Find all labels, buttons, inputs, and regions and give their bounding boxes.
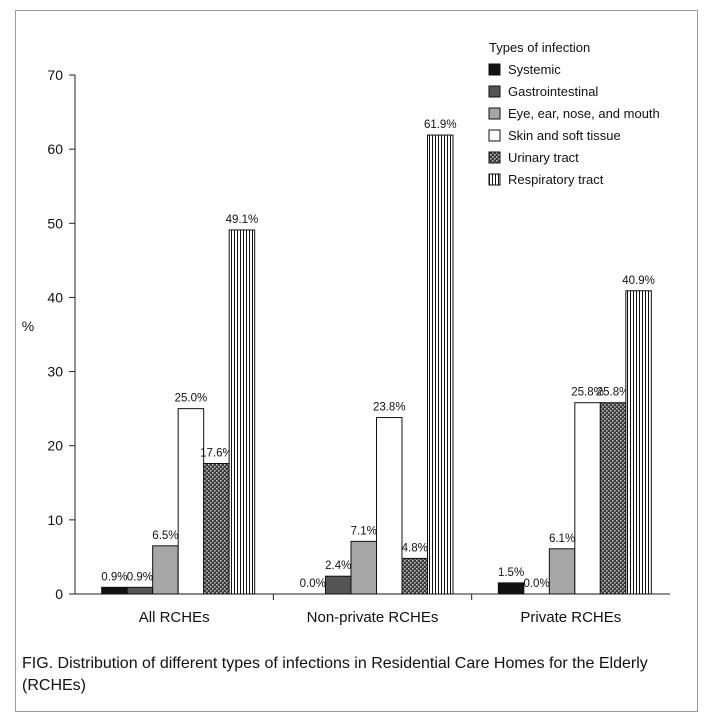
bar [101, 586, 128, 595]
y-tick-label: 20 [47, 438, 63, 454]
bar [574, 402, 601, 595]
data-label: 4.8% [402, 542, 428, 554]
y-tick-label: 70 [47, 67, 63, 83]
data-label: 17.6% [200, 448, 233, 460]
bar [152, 545, 179, 595]
y-tick-label: 10 [47, 512, 63, 528]
legend-entry: Systemic [508, 62, 561, 77]
bar [548, 548, 576, 595]
bar [350, 540, 377, 595]
data-label: 23.8% [373, 402, 406, 414]
x-category-label: Non-private RCHEs [307, 609, 439, 626]
bar [228, 229, 256, 595]
y-tick-label: 60 [47, 141, 63, 157]
bar [401, 557, 428, 595]
legend-entry: Eye, ear, nose, and mouth [508, 106, 660, 121]
legend-entry: Urinary tract [508, 150, 579, 165]
legend-swatch [488, 85, 501, 98]
legend-swatch [488, 107, 501, 120]
data-label: 1.5% [498, 567, 524, 579]
data-label: 7.1% [351, 525, 377, 537]
bar [599, 402, 627, 595]
bar [376, 417, 403, 595]
legend-swatch [488, 129, 501, 142]
figure-frame [15, 10, 698, 712]
legend-swatch [488, 151, 501, 164]
y-tick-label: 30 [47, 364, 63, 380]
legend-swatch [488, 63, 501, 76]
data-label: 0.0% [300, 578, 326, 590]
y-tick-label: 50 [47, 215, 63, 231]
data-label: 6.1% [549, 533, 575, 545]
data-label: 0.9% [101, 571, 127, 583]
y-tick-label: 40 [47, 289, 63, 305]
x-category-label: Private RCHEs [520, 609, 621, 626]
figure-caption: FIG. Distribution of different types of … [22, 655, 648, 694]
data-label: 0.0% [523, 578, 549, 590]
bar [625, 290, 652, 595]
bar [325, 575, 352, 595]
data-label: 25.0% [175, 393, 208, 405]
bar [497, 582, 525, 595]
bar [177, 408, 205, 595]
y-axis-label: % [22, 318, 34, 334]
legend-swatch [488, 173, 501, 186]
data-label: 49.1% [226, 214, 259, 226]
legend-entry: Respiratory tract [508, 172, 604, 187]
legend-title: Types of infection [489, 40, 590, 55]
data-label: 0.9% [127, 571, 153, 583]
bar [427, 134, 454, 595]
data-label: 40.9% [622, 275, 655, 287]
bar-chart: 0 10 20 30 40 50 60 70% All RCHEs Non-private RCH… [22, 40, 670, 626]
data-label: 25.8% [597, 387, 630, 399]
data-label: 25.8% [571, 387, 604, 399]
data-label: 2.4% [325, 560, 351, 572]
legend-entry: Skin and soft tissue [508, 128, 621, 143]
y-tick-label: 0 [55, 586, 63, 602]
data-label: 61.9% [424, 119, 457, 131]
data-label: 6.5% [152, 530, 178, 542]
x-category-label: All RCHEs [139, 609, 210, 626]
bar [203, 463, 230, 595]
legend-entry: Gastrointestinal [508, 84, 598, 99]
bar [126, 586, 154, 595]
